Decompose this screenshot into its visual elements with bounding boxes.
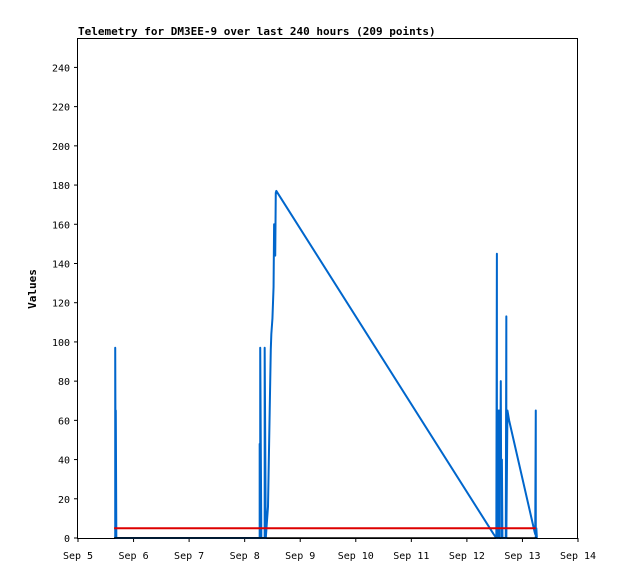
x-tick-label: Sep 9 xyxy=(285,551,315,562)
y-axis: 0 20 40 60 80 100 120 140 160 180 200 220 240 xyxy=(52,63,78,545)
y-tick-label: 60 xyxy=(58,416,70,427)
y-tick-label: 0 xyxy=(64,534,70,545)
y-tick-label: 200 xyxy=(52,142,70,153)
x-axis: Sep 5 Sep 6 Sep 7 Sep 8 Sep 9 Sep 10 Sep 11 Sep… xyxy=(63,538,596,562)
x-tick-label: Sep 10 xyxy=(338,551,374,562)
y-tick-label: 100 xyxy=(52,338,70,349)
series-line-0 xyxy=(114,189,538,539)
x-tick-label: Sep 7 xyxy=(174,551,204,562)
x-tick-label: Sep 13 xyxy=(504,551,540,562)
x-tick-label: Sep 11 xyxy=(393,551,429,562)
y-tick-label: 180 xyxy=(52,181,70,192)
y-axis-label: Values xyxy=(26,269,39,309)
x-tick-label: Sep 12 xyxy=(449,551,485,562)
y-tick-label: 220 xyxy=(52,103,70,114)
y-tick-label: 140 xyxy=(52,259,70,270)
y-tick-label: 80 xyxy=(58,377,70,388)
chart-title: Telemetry for DM3EE-9 over last 240 hour… xyxy=(78,25,436,38)
series-layer xyxy=(114,189,538,539)
y-tick-label: 160 xyxy=(52,220,70,231)
x-tick-label: Sep 5 xyxy=(63,551,93,562)
y-tick-label: 20 xyxy=(58,495,70,506)
x-tick-label: Sep 6 xyxy=(119,551,149,562)
y-tick-label: 40 xyxy=(58,456,70,467)
y-tick-label: 240 xyxy=(52,63,70,74)
x-tick-label: Sep 8 xyxy=(230,551,260,562)
y-tick-label: 120 xyxy=(52,299,70,310)
x-tick-label: Sep 14 xyxy=(560,551,596,562)
